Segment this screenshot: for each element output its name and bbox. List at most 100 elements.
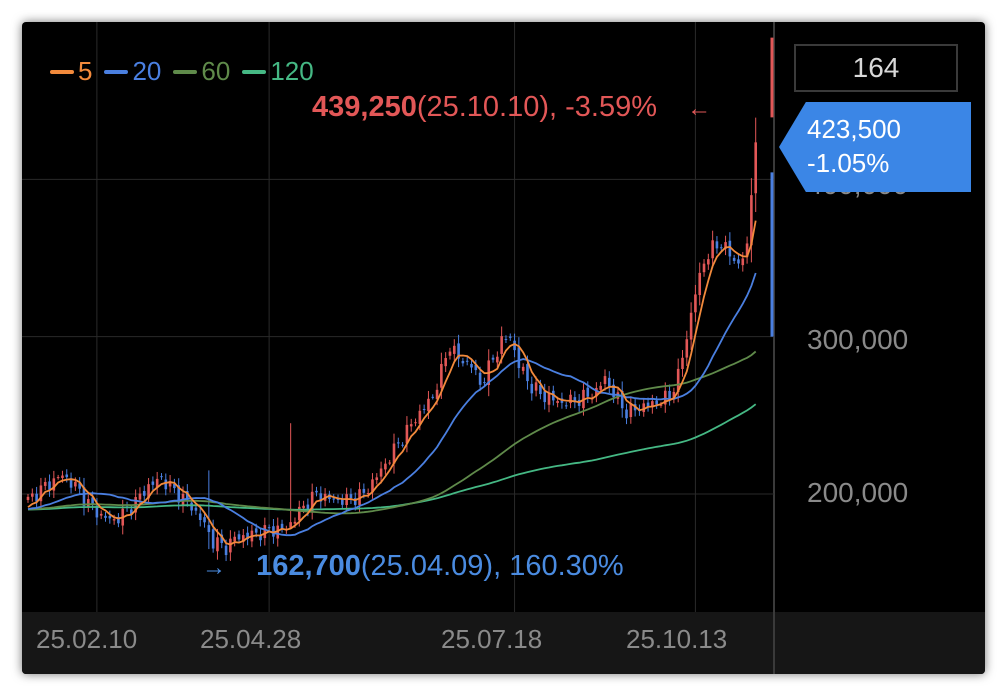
candle-body [384,463,387,470]
candle-body [319,493,323,502]
candle-body [74,481,77,487]
candle-body [435,389,439,399]
candle-body [224,545,228,556]
candle-body [65,474,69,478]
x-axis-panel [22,612,985,674]
y-tick-label: 200,000 [807,477,909,508]
candle-body [26,496,30,500]
candle-body [470,364,473,368]
candle-body [642,403,646,413]
candle-body [91,497,94,505]
candlestick-chart[interactable] [22,22,985,674]
candle-body [491,357,495,360]
candle-body [336,498,340,500]
legend-item-ma5[interactable]: 5 [50,56,92,87]
candle-body [280,523,284,529]
candle-count: 164 [852,52,900,83]
candle-body [659,404,663,406]
candle-body [500,336,503,354]
legend-item-ma20[interactable]: 20 [104,56,161,87]
candle-body [112,519,116,521]
high-price-annotation: 439,250(25.10.10), -3.59% ← [312,91,711,124]
candle-body [625,409,628,419]
candle-body [629,403,633,418]
candle-body [586,387,590,397]
candle-body [573,397,577,403]
candle-body [289,522,292,528]
candle-body [160,476,163,478]
candle-body [78,483,81,489]
candle-body [52,478,56,491]
candle-body [719,247,723,249]
candle-body [207,525,211,533]
candle-body [724,242,727,249]
high-pct: , -3.59% [549,91,658,123]
candle-body [69,478,73,488]
candle-body [672,391,676,400]
candle-body [358,489,361,506]
candle-body [732,257,736,261]
current-price-tag: 423,500 -1.05% [779,102,971,192]
candle-body [422,409,426,411]
low-price-annotation: → 162,700(25.04.09), 160.30% [202,550,624,583]
candle-body [82,487,86,507]
candle-body [388,462,391,464]
low-pct: , 160.30% [493,550,624,582]
candle-body [229,538,232,553]
candle-body [607,377,611,387]
candle-body [702,263,706,273]
candle-body [254,528,258,533]
candle-body [427,398,430,412]
candle-body [86,499,90,508]
candle-body [293,521,297,524]
candle-body [267,527,271,529]
low-date: (25.04.09) [360,550,494,582]
candle-body [401,444,404,446]
candle-body [56,477,60,479]
candle-body [526,364,529,382]
candle-body [99,513,103,516]
candle-body [707,259,710,265]
arrow-left-icon: ← [687,95,712,122]
candle-body [655,400,658,405]
candle-body [685,339,689,358]
candle-count-box[interactable]: 164 [794,44,958,92]
candle-body [668,390,671,400]
candle-body [444,358,447,367]
candle-body [728,240,732,257]
ma60-line [27,350,757,515]
candle-body [151,481,155,485]
candle-body [43,482,47,486]
legend-label: 20 [132,56,162,86]
candle-body [599,385,602,390]
legend-item-ma60[interactable]: 60 [173,56,230,87]
candle-body [564,405,568,407]
candle-body [517,347,521,369]
candle-body [272,526,275,537]
candle-body [341,498,344,505]
candle-body [246,532,249,540]
candle-body [414,422,417,424]
x-tick-label: 25.04.28 [200,624,302,654]
candle-body [569,394,572,404]
candle-body [237,534,241,540]
candle-body [220,534,224,543]
candle-body [737,259,740,264]
candle-body [173,483,176,489]
candle-body [603,376,607,384]
candle-body [233,536,236,542]
candle-body [676,368,680,392]
candle-body [698,272,702,296]
candle-body [521,366,525,371]
candle-body [130,509,133,515]
candle-body [315,490,318,493]
legend-swatch [173,69,198,74]
candle-body [48,481,51,490]
legend-label: 60 [201,56,231,86]
candle-body [539,385,542,395]
candle-body [138,493,142,500]
candle-body [651,401,654,408]
legend-item-ma120[interactable]: 120 [242,56,314,87]
candle-body [452,345,456,354]
candle-body [147,484,150,499]
